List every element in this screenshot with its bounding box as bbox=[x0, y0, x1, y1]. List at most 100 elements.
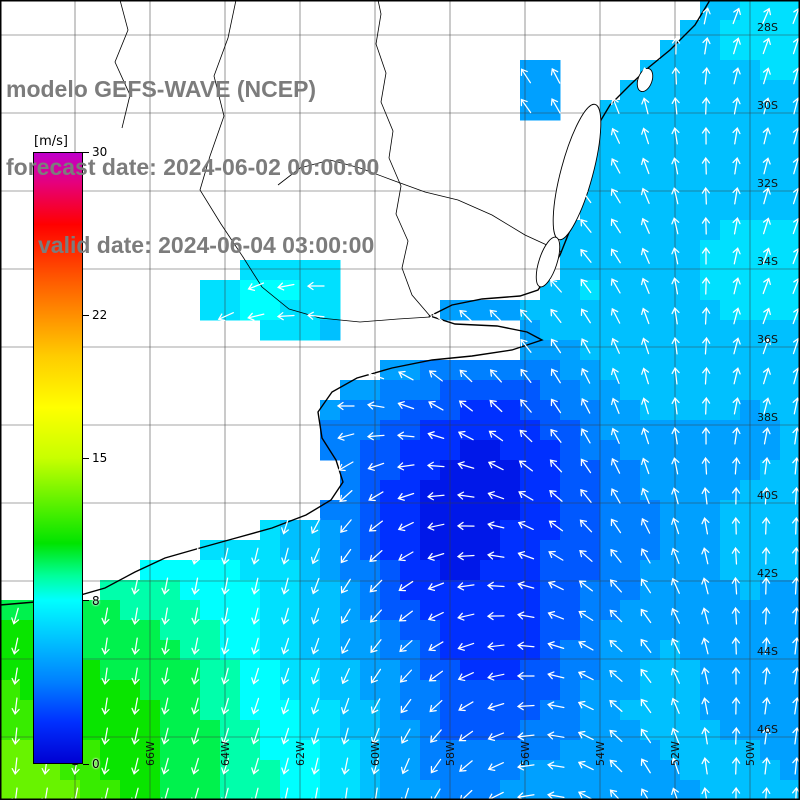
wind-arrow bbox=[161, 667, 170, 685]
wind-arrow bbox=[341, 727, 350, 745]
wind-arrow bbox=[578, 640, 594, 651]
wind-arrow bbox=[640, 487, 650, 504]
wind-arrow bbox=[101, 757, 110, 775]
wind-arrow bbox=[398, 370, 414, 381]
wind-arrow bbox=[671, 187, 680, 205]
wind-arrow bbox=[516, 702, 535, 711]
wind-arrow bbox=[367, 401, 385, 410]
wind-arrow bbox=[458, 701, 474, 712]
wind-arrow bbox=[732, 427, 741, 445]
wind-arrow bbox=[367, 462, 385, 471]
wind-arrow bbox=[517, 551, 535, 560]
wind-arrow bbox=[547, 791, 565, 800]
wind-arrow bbox=[671, 366, 680, 385]
wind-arrow bbox=[610, 248, 621, 264]
wind-arrow bbox=[221, 727, 230, 745]
wind-arrow bbox=[640, 728, 652, 744]
wind-arrow bbox=[398, 580, 414, 592]
wind-arrow bbox=[701, 637, 710, 655]
wind-arrow bbox=[578, 580, 594, 592]
wind-arrow bbox=[579, 519, 593, 533]
wind-arrow bbox=[427, 611, 444, 622]
colorbar-tick-label: 8 bbox=[92, 593, 100, 608]
latitude-label: 42S bbox=[757, 567, 778, 580]
wind-arrow bbox=[641, 127, 650, 145]
wind-arrow bbox=[459, 760, 473, 772]
wind-arrow bbox=[640, 638, 652, 654]
wind-arrow bbox=[11, 787, 20, 800]
wind-arrow bbox=[457, 461, 475, 470]
wind-arrow bbox=[281, 517, 290, 535]
wind-arrow bbox=[281, 577, 290, 595]
wind-arrow bbox=[488, 430, 504, 442]
wind-arrow bbox=[428, 370, 443, 382]
wind-arrow bbox=[11, 757, 20, 776]
wind-arrow bbox=[762, 157, 771, 175]
wind-arrow bbox=[11, 667, 20, 685]
wind-arrow bbox=[340, 608, 351, 624]
wind-arrow bbox=[762, 217, 771, 235]
wind-arrow bbox=[731, 516, 741, 535]
wind-arrow bbox=[640, 217, 650, 234]
wind-arrow bbox=[580, 218, 592, 233]
wind-arrow bbox=[701, 276, 711, 295]
wind-arrow bbox=[428, 670, 444, 682]
wind-arrow bbox=[732, 37, 741, 55]
wind-arrow bbox=[671, 217, 680, 235]
wind-arrow bbox=[641, 427, 650, 445]
wind-arrow bbox=[520, 399, 532, 413]
wind-arrow bbox=[732, 67, 741, 85]
wind-arrow bbox=[400, 698, 412, 714]
wind-arrow bbox=[487, 491, 505, 500]
wind-arrow bbox=[701, 126, 711, 145]
wind-arrow bbox=[550, 428, 562, 443]
wind-arrow bbox=[337, 432, 355, 441]
wind-arrow bbox=[641, 157, 650, 175]
latitude-label: 46S bbox=[757, 723, 778, 736]
wind-arrow bbox=[580, 367, 591, 384]
wind-arrow bbox=[341, 787, 350, 800]
wind-arrow bbox=[671, 336, 680, 355]
wind-arrow bbox=[670, 667, 680, 684]
wind-arrow bbox=[610, 307, 621, 324]
model-title: modelo GEFS-WAVE (NCEP) bbox=[6, 76, 317, 102]
wind-arrow bbox=[459, 369, 473, 383]
colorbar-tick-mark bbox=[83, 457, 89, 459]
wind-arrow bbox=[732, 337, 741, 355]
wind-arrow bbox=[640, 668, 652, 684]
wind-arrow bbox=[732, 217, 741, 235]
wind-arrow bbox=[641, 307, 650, 325]
wind-arrow bbox=[701, 246, 711, 265]
wind-arrow bbox=[489, 369, 502, 383]
wind-arrow bbox=[161, 607, 170, 625]
wind-arrow bbox=[762, 786, 771, 800]
wind-arrow bbox=[609, 579, 622, 593]
wind-arrow bbox=[191, 547, 200, 565]
wind-arrow bbox=[610, 518, 622, 534]
wind-arrow bbox=[609, 669, 623, 682]
wind-arrow bbox=[547, 701, 565, 710]
wind-arrow bbox=[762, 696, 771, 715]
wind-arrow bbox=[520, 98, 532, 114]
colorbar-tick-mark bbox=[83, 763, 89, 765]
wind-arrow bbox=[131, 607, 140, 625]
country-border bbox=[114, 0, 131, 129]
wind-arrow bbox=[731, 636, 741, 655]
wind-arrow bbox=[762, 367, 771, 385]
wind-arrow bbox=[577, 730, 594, 741]
wind-arrow bbox=[732, 247, 741, 265]
wind-arrow bbox=[428, 310, 443, 322]
wind-arrow bbox=[610, 278, 621, 294]
wind-arrow bbox=[281, 667, 290, 685]
wind-arrow bbox=[281, 547, 290, 565]
wind-arrow bbox=[251, 577, 260, 595]
wind-arrow bbox=[428, 641, 444, 652]
wind-arrow bbox=[610, 548, 622, 563]
wind-arrow bbox=[487, 762, 504, 772]
wind-arrow bbox=[732, 187, 741, 205]
wind-arrow bbox=[671, 96, 680, 115]
wind-arrow bbox=[456, 491, 475, 500]
wind-arrow bbox=[701, 727, 710, 745]
longitude-label: 52W bbox=[669, 741, 682, 766]
latitude-label: 44S bbox=[757, 645, 778, 658]
